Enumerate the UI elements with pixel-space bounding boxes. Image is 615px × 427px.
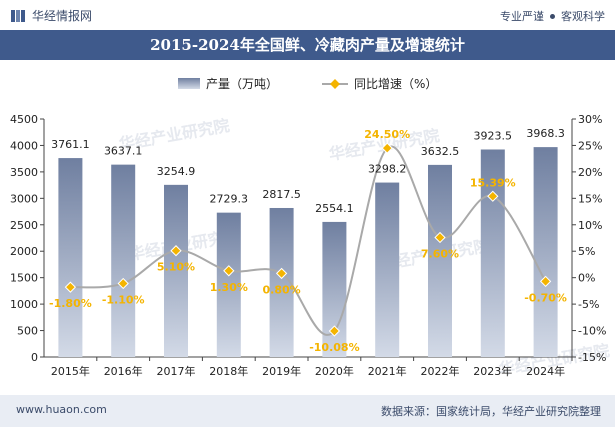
bar-series bbox=[58, 147, 558, 357]
growth-value-label: 5.10% bbox=[157, 261, 195, 274]
growth-marker bbox=[223, 265, 235, 277]
line-series bbox=[64, 142, 552, 337]
growth-value-label: -1.80% bbox=[49, 297, 92, 310]
right-tick-label: 20% bbox=[578, 166, 602, 179]
growth-value-label: 15.39% bbox=[470, 176, 516, 189]
growth-value-label: -1.10% bbox=[102, 293, 145, 306]
right-tick-label: 5% bbox=[578, 245, 595, 258]
right-tick-label: 10% bbox=[578, 219, 602, 232]
right-tick-label: 25% bbox=[578, 139, 602, 152]
growth-marker bbox=[539, 275, 552, 288]
left-tick-label: 500 bbox=[17, 325, 38, 338]
legend-marker-swatch bbox=[330, 79, 340, 89]
bar-value-label: 3632.5 bbox=[421, 145, 460, 158]
top-bar: 华经情报网 专业严谨 客观科学 bbox=[0, 0, 615, 30]
growth-marker bbox=[170, 245, 182, 257]
left-tick-label: 2000 bbox=[10, 245, 38, 258]
growth-marker bbox=[328, 325, 341, 337]
right-tick-label: 0% bbox=[578, 272, 595, 285]
left-tick-label: 0 bbox=[31, 351, 38, 364]
bar-value-label: 3254.9 bbox=[157, 165, 196, 178]
footer-source: 数据来源：国家统计局，华经产业研究院整理 bbox=[381, 405, 601, 418]
growth-marker bbox=[64, 281, 77, 293]
footer-website: www.huaon.com bbox=[16, 403, 107, 416]
chart-legend: 产量（万吨） 同比增速（%） bbox=[178, 77, 437, 91]
left-tick-label: 4000 bbox=[10, 139, 38, 152]
right-tick-label: 30% bbox=[578, 113, 602, 126]
growth-marker bbox=[117, 277, 129, 290]
growth-value-label: 24.50% bbox=[364, 128, 410, 141]
x-tick-label: 2022年 bbox=[421, 364, 460, 378]
chart-title: 2015-2024年全国鲜、冷藏肉产量及增速统计 bbox=[150, 36, 465, 54]
bar bbox=[533, 147, 558, 357]
x-tick-label: 2016年 bbox=[104, 364, 143, 378]
legend-bar-label: 产量（万吨） bbox=[206, 77, 278, 91]
x-tick-label: 2019年 bbox=[262, 364, 301, 378]
growth-value-label: 0.80% bbox=[263, 283, 301, 296]
left-tick-label: 1000 bbox=[10, 298, 38, 311]
slogan-dot-icon bbox=[550, 13, 555, 19]
brand-name: 华经情报网 bbox=[32, 9, 93, 23]
left-tick-label: 3500 bbox=[10, 166, 38, 179]
data-labels: 3761.1 3637.1 3254.9 2729.3 2817.5 2554.1 3298… bbox=[49, 127, 567, 354]
bar bbox=[428, 164, 452, 357]
bar-value-label: 3761.1 bbox=[51, 138, 90, 151]
x-tick-label: 2023年 bbox=[473, 364, 512, 378]
right-tick-label: -5% bbox=[578, 298, 599, 311]
right-tick-label: -15% bbox=[578, 351, 606, 364]
bar-value-label: 2729.3 bbox=[210, 193, 249, 206]
legend-bar-swatch bbox=[178, 78, 200, 89]
x-tick-label: 2018年 bbox=[209, 364, 248, 378]
growth-value-label: 7.60% bbox=[421, 247, 459, 260]
bar-value-label: 3923.5 bbox=[474, 129, 513, 142]
bar bbox=[375, 182, 400, 357]
bar bbox=[164, 184, 188, 357]
left-tick-label: 3000 bbox=[10, 192, 38, 205]
growth-marker bbox=[275, 267, 288, 280]
bar-value-label: 3298.2 bbox=[368, 163, 407, 176]
growth-value-label: -0.70% bbox=[524, 291, 567, 304]
slogan-right: 客观科学 bbox=[561, 10, 605, 23]
bar bbox=[322, 221, 347, 357]
x-tick-label: 2024年 bbox=[526, 364, 565, 378]
bar-value-label: 2554.1 bbox=[315, 202, 354, 215]
chart: 产量（万吨）同比增速（%） 华经产业研究院华经产业研究院华经产业研究院华经产业研… bbox=[10, 77, 611, 379]
left-tick-label: 2500 bbox=[10, 219, 38, 232]
bar-value-label: 3968.3 bbox=[526, 127, 565, 140]
brand-logo-icon bbox=[11, 9, 25, 22]
bar bbox=[58, 158, 83, 357]
growth-marker bbox=[487, 190, 499, 202]
bar-value-label: 2817.5 bbox=[262, 188, 301, 201]
left-tick-label: 4500 bbox=[10, 113, 38, 126]
growth-marker bbox=[434, 231, 446, 244]
x-tick-label: 2017年 bbox=[157, 364, 196, 378]
x-tick-label: 2020年 bbox=[315, 364, 354, 378]
chart-axes: 0 500 1000 1500 2000 2500 3000 3500 4000 4500 -15%… bbox=[10, 113, 606, 378]
growth-value-label: -10.08% bbox=[309, 341, 359, 354]
brand: 华经情报网 bbox=[10, 7, 92, 24]
bar-value-label: 3637.1 bbox=[104, 145, 143, 158]
bar bbox=[216, 212, 241, 357]
growth-value-label: 1.30% bbox=[210, 281, 248, 294]
right-tick-label: -10% bbox=[578, 325, 606, 338]
growth-marker bbox=[381, 142, 393, 154]
slogan-left: 专业严谨 bbox=[500, 10, 544, 23]
left-tick-label: 1500 bbox=[10, 272, 38, 285]
legend-line-label: 同比增速（%） bbox=[354, 77, 437, 91]
x-tick-label: 2015年 bbox=[51, 364, 90, 378]
footer: www.huaon.com 数据来源：国家统计局，华经产业研究院整理 bbox=[0, 395, 615, 427]
title-bar: 2015-2024年全国鲜、冷藏肉产量及增速统计 bbox=[0, 30, 615, 60]
slogan: 专业严谨 客观科学 bbox=[500, 8, 605, 24]
x-tick-label: 2021年 bbox=[368, 364, 407, 378]
bar bbox=[111, 164, 136, 357]
bar bbox=[480, 149, 505, 357]
right-tick-label: 15% bbox=[578, 192, 602, 205]
